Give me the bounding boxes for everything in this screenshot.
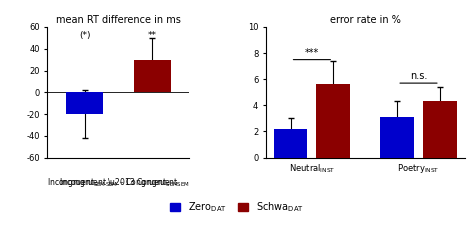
Text: Incongruent$_{\mathrm{SEM}}$ \u2013 Congruent$_{\mathrm{SEM}}$: Incongruent$_{\mathrm{SEM}}$ \u2013 Cong… <box>47 176 190 189</box>
Text: Incongruent$_{\mathrm{SEM}}$ – Congruent$_{\mathrm{SEM}}$: Incongruent$_{\mathrm{SEM}}$ – Congruent… <box>59 176 178 189</box>
Bar <box>423 101 456 158</box>
Bar <box>134 60 171 92</box>
Bar <box>66 92 103 114</box>
Bar <box>316 84 350 158</box>
Title: mean RT difference in ms: mean RT difference in ms <box>56 15 181 25</box>
Text: **: ** <box>147 31 156 40</box>
Text: (*): (*) <box>79 31 91 40</box>
Text: ***: *** <box>305 48 319 58</box>
Bar <box>274 129 308 158</box>
Title: error rate in %: error rate in % <box>330 15 401 25</box>
Text: n.s.: n.s. <box>410 71 427 81</box>
Bar <box>380 117 414 158</box>
Legend: Zero$_{\mathrm{DAT}}$, Schwa$_{\mathrm{DAT}}$: Zero$_{\mathrm{DAT}}$, Schwa$_{\mathrm{D… <box>166 196 308 218</box>
